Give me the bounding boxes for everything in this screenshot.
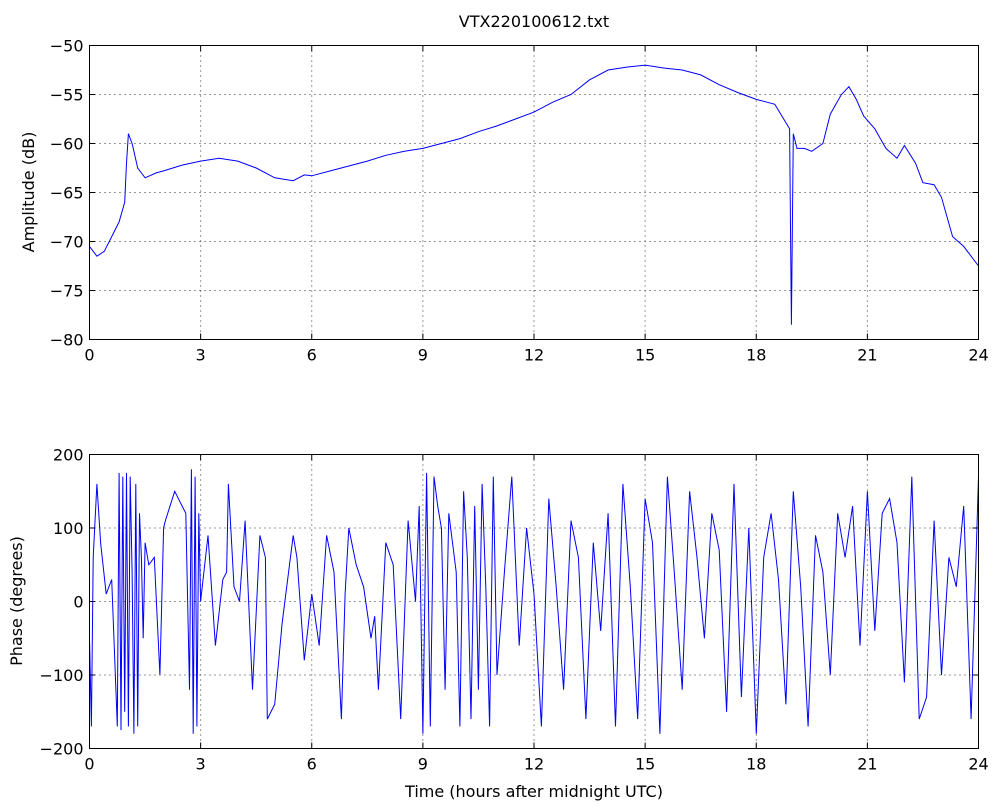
x-tick-label: 9 — [418, 346, 428, 365]
y-tick-label: −80 — [50, 331, 84, 350]
y-tick-label: 100 — [53, 519, 84, 538]
x-axis-label: Time (hours after midnight UTC) — [404, 782, 663, 801]
amplitude-plot: 0 3 6 9 12 15 18 21 24 −80 −75 −70 −65 −60 −55 −50 VTX2… — [19, 12, 989, 365]
y-tick-label: −100 — [40, 666, 84, 685]
y-tick-label: 200 — [53, 446, 84, 465]
phase-plot: 0 3 6 9 12 15 18 21 24 −200 −100 0 100 200 Phase (deg… — [7, 446, 989, 802]
x-tick-label: 0 — [84, 755, 94, 774]
axis-ticks: 0 3 6 9 12 15 18 21 24 −200 −100 0 100 200 — [40, 446, 989, 774]
x-tick-label: 21 — [857, 755, 877, 774]
x-tick-label: 3 — [196, 346, 206, 365]
axis-ticks: 0 3 6 9 12 15 18 21 24 −80 −75 −70 −65 −60 −55 −50 — [50, 37, 989, 365]
chart-title: VTX220100612.txt — [459, 12, 609, 31]
phase-series-line — [89, 469, 979, 734]
y-axis-label: Phase (degrees) — [7, 536, 26, 666]
x-tick-label: 0 — [84, 346, 94, 365]
y-tick-label: −55 — [50, 86, 84, 105]
x-tick-label: 24 — [968, 346, 988, 365]
x-tick-label: 6 — [307, 755, 317, 774]
x-tick-label: 15 — [635, 346, 655, 365]
y-tick-label: −75 — [50, 282, 84, 301]
x-tick-label: 12 — [524, 346, 544, 365]
x-tick-label: 24 — [968, 755, 988, 774]
x-tick-label: 12 — [524, 755, 544, 774]
grid-lines — [89, 45, 979, 340]
x-tick-label: 9 — [418, 755, 428, 774]
amplitude-series-line — [89, 64, 979, 325]
x-tick-label: 18 — [746, 346, 766, 365]
x-tick-label: 3 — [196, 755, 206, 774]
y-tick-label: −60 — [50, 135, 84, 154]
x-tick-label: 15 — [635, 755, 655, 774]
y-tick-label: −65 — [50, 184, 84, 203]
y-tick-label: −200 — [40, 740, 84, 759]
y-tick-label: −70 — [50, 233, 84, 252]
y-tick-label: −50 — [50, 37, 84, 56]
x-tick-label: 18 — [746, 755, 766, 774]
x-tick-label: 21 — [857, 346, 877, 365]
x-tick-label: 6 — [307, 346, 317, 365]
y-tick-label: 0 — [73, 593, 83, 612]
y-axis-label: Amplitude (dB) — [19, 132, 38, 253]
